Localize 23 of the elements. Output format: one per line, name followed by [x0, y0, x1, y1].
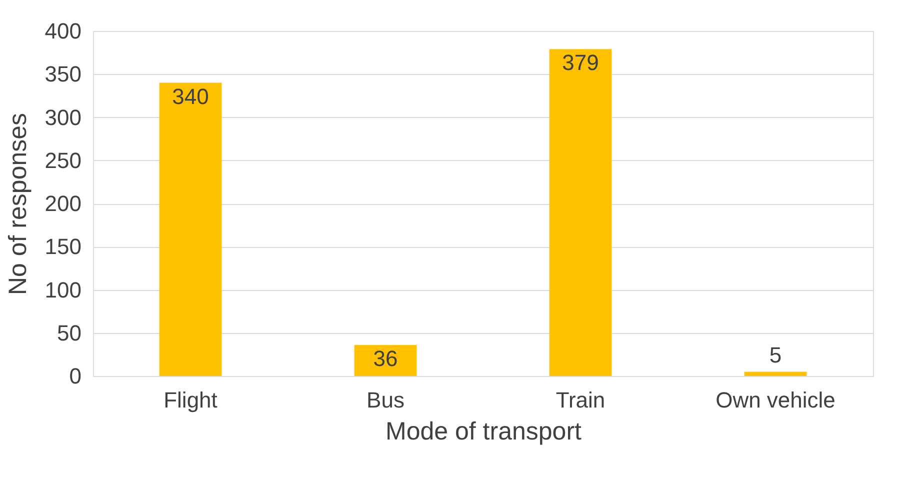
data-label: 379	[562, 50, 599, 76]
y-tick-label: 200	[44, 191, 82, 216]
y-tick-label: 50	[57, 320, 82, 346]
data-label: 5	[769, 342, 782, 368]
bar	[744, 372, 807, 376]
bar	[354, 344, 417, 376]
y-tick-label: 100	[44, 277, 82, 302]
y-tick-label: 150	[44, 234, 82, 260]
y-tick-label: 300	[44, 104, 82, 130]
y-tick-label: 350	[44, 62, 82, 87]
x-tick-label: Flight	[164, 388, 218, 412]
y-tick-label: 400	[44, 18, 82, 44]
x-axis-title: Mode of transport	[386, 418, 582, 446]
y-tick-label: 0	[69, 364, 82, 388]
y-tick-label: 250	[44, 148, 82, 173]
data-label: 340	[172, 84, 209, 109]
x-tick-label: Own vehicle	[716, 388, 836, 412]
data-label: 36	[373, 346, 398, 371]
x-tick-label: Bus	[366, 388, 404, 412]
x-tick-label: Train	[556, 388, 606, 412]
y-axis-title: No of responses	[4, 112, 32, 296]
bar	[549, 49, 612, 376]
bar	[159, 82, 222, 376]
